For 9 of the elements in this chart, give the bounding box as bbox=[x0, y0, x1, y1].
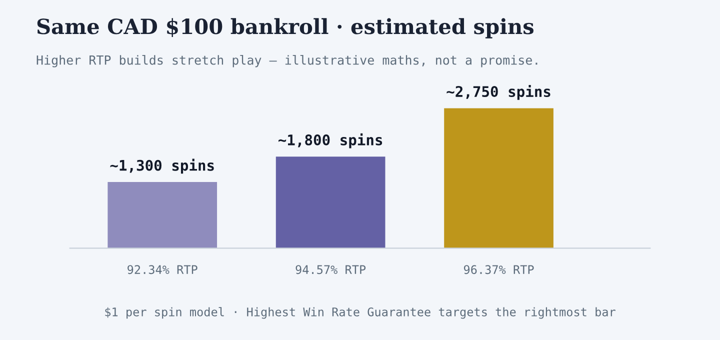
chart-title: Same CAD $100 bankroll · estimated spins bbox=[37, 18, 534, 38]
text: $1 per spin model · Highest Win Rate Guarantee targets the rightmost bar bbox=[105, 307, 616, 319]
x-tick-label: 92.34% RTP bbox=[128, 265, 198, 274]
data-label: ~1,300 spins bbox=[110, 158, 214, 174]
chart-subtitle: Higher RTP builds stretch play — illustrative maths, not a promise. bbox=[36, 55, 538, 68]
x-tick-label: 96.37% RTP bbox=[464, 265, 534, 274]
data-label: ~1,800 spins bbox=[278, 133, 382, 148]
x-tick-label: 94.57% RTP bbox=[296, 265, 366, 274]
data-label: ~2,750 spins bbox=[446, 84, 550, 100]
